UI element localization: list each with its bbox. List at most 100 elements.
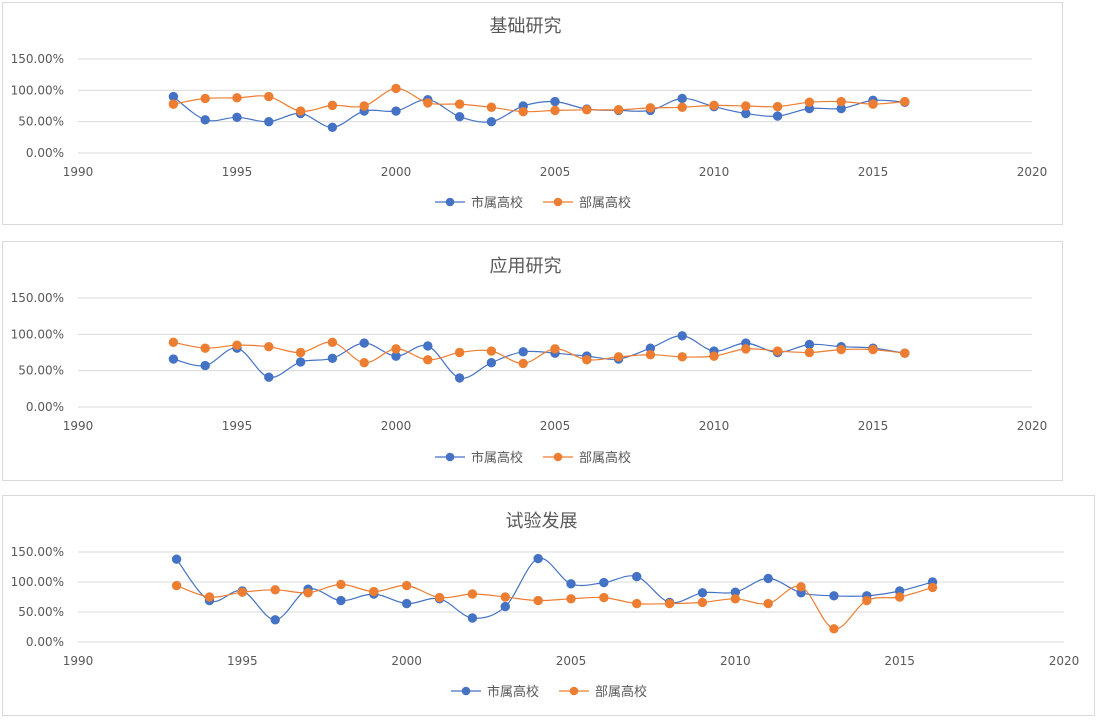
y-tick-label: 100.00% [11, 575, 64, 589]
data-point-series-1 [829, 591, 839, 601]
data-point-series-2 [518, 106, 528, 117]
data-point-series-1 [599, 577, 609, 588]
data-point-series-1 [401, 598, 412, 609]
data-point-series-1 [327, 353, 338, 364]
data-point-series-2 [359, 101, 369, 111]
series-line-2 [173, 87, 905, 113]
y-tick-label: 150.00% [11, 52, 64, 66]
data-point-series-2 [741, 344, 751, 354]
data-point-series-2 [336, 579, 346, 590]
x-tick-label: 2005 [540, 165, 571, 179]
data-point-series-2 [927, 582, 938, 593]
chart-title: 基础研究 [490, 16, 562, 37]
data-point-series-2 [486, 102, 497, 112]
data-point-series-2 [401, 580, 412, 591]
data-point-series-2 [327, 337, 338, 348]
data-point-series-2 [664, 598, 675, 609]
x-tick-label: 2005 [540, 419, 571, 433]
y-tick-label: 100.00% [11, 327, 64, 341]
y-tick-label: 0.00% [26, 635, 64, 649]
data-point-series-1 [763, 573, 773, 584]
data-point-series-2 [500, 592, 510, 602]
data-point-series-2 [677, 102, 687, 112]
data-point-series-2 [741, 101, 751, 111]
x-tick-label: 1995 [227, 654, 258, 668]
data-point-series-2 [566, 594, 576, 604]
data-point-series-2 [868, 99, 878, 109]
data-point-series-2 [533, 595, 543, 606]
x-tick-label: 2000 [381, 165, 412, 179]
data-point-series-2 [796, 582, 806, 592]
legend-label-1: 市属高校 [471, 450, 523, 466]
x-tick-label: 2020 [1049, 654, 1080, 668]
data-point-series-1 [391, 106, 401, 116]
x-tick-label: 2005 [556, 654, 587, 668]
data-point-series-2 [232, 93, 242, 103]
x-tick-label: 2010 [699, 419, 730, 433]
data-point-series-1 [772, 111, 783, 121]
data-point-series-2 [836, 96, 846, 107]
legend-marker-2 [569, 686, 579, 696]
chart-panel-applied-research: 应用研究 0.00% 50.00% 100.00% 150.00% 1990 1995 200… [2, 241, 1063, 481]
data-point-series-1 [232, 112, 242, 122]
x-tick-label: 2015 [884, 654, 915, 668]
legend-label-2: 部属高校 [595, 684, 647, 700]
data-point-series-1 [168, 354, 179, 364]
data-point-series-1 [336, 595, 346, 606]
x-tick-label: 1995 [222, 419, 253, 433]
x-tick-label: 2020 [1017, 419, 1048, 433]
data-point-series-2 [454, 99, 465, 109]
data-point-series-2 [645, 103, 656, 113]
data-point-series-2 [582, 105, 592, 115]
x-tick-label: 2020 [1017, 165, 1048, 179]
legend-label-2: 部属高校 [579, 195, 631, 211]
x-tick-label: 1995 [222, 165, 253, 179]
y-tick-label: 50.00% [18, 115, 64, 129]
x-tick-label: 2000 [391, 654, 422, 668]
data-point-series-1 [454, 111, 465, 122]
y-tick-label: 150.00% [11, 291, 64, 305]
legend-label-1: 市属高校 [471, 195, 523, 211]
data-point-series-2 [645, 349, 656, 360]
data-point-series-2 [454, 347, 465, 358]
chart-experimental-development: 试验发展 0.00% 50.00% 100.00% 150.00% 1990 1995 200… [11, 511, 1080, 700]
data-point-series-1 [467, 613, 478, 623]
data-point-series-1 [677, 331, 687, 341]
data-point-series-2 [232, 340, 242, 350]
x-tick-label: 1990 [63, 419, 94, 433]
data-point-series-2 [171, 580, 182, 591]
x-tick-label: 2015 [858, 165, 889, 179]
data-point-series-1 [327, 122, 338, 133]
data-point-series-2 [295, 106, 306, 116]
data-point-series-2 [237, 587, 248, 597]
data-point-series-2 [772, 101, 783, 112]
data-point-series-1 [486, 116, 497, 127]
legend-label-1: 市属高校 [487, 684, 539, 700]
data-point-series-1 [359, 338, 369, 348]
data-point-series-2 [697, 597, 708, 608]
data-point-series-1 [171, 554, 182, 564]
data-point-series-2 [434, 592, 445, 603]
data-point-series-1 [804, 339, 815, 350]
chart-applied-research: 应用研究 0.00% 50.00% 100.00% 150.00% 1990 1995 200… [11, 256, 1048, 466]
y-tick-label: 150.00% [11, 545, 64, 559]
x-tick-label: 1990 [63, 654, 94, 668]
chart-title: 应用研究 [490, 256, 562, 277]
x-tick-label: 2000 [381, 419, 412, 433]
x-tick-label: 2010 [720, 654, 751, 668]
data-point-series-2 [486, 346, 497, 356]
data-point-series-2 [327, 100, 338, 111]
data-point-series-2 [632, 598, 642, 609]
data-point-series-2 [829, 624, 839, 634]
data-point-series-2 [518, 358, 528, 369]
series-line-2 [176, 583, 933, 630]
data-point-series-2 [709, 100, 719, 111]
data-point-series-1 [550, 96, 560, 107]
data-point-series-1 [264, 372, 274, 382]
data-point-series-2 [264, 341, 274, 352]
legend-marker-2 [553, 197, 563, 207]
data-point-series-1 [566, 579, 576, 589]
y-tick-label: 50.00% [18, 605, 64, 619]
x-tick-label: 2010 [699, 165, 730, 179]
chart-panel-basic-research: 基础研究 0.00% 50.00% 100.00% 150.00% 1990 1995 200… [2, 2, 1063, 225]
